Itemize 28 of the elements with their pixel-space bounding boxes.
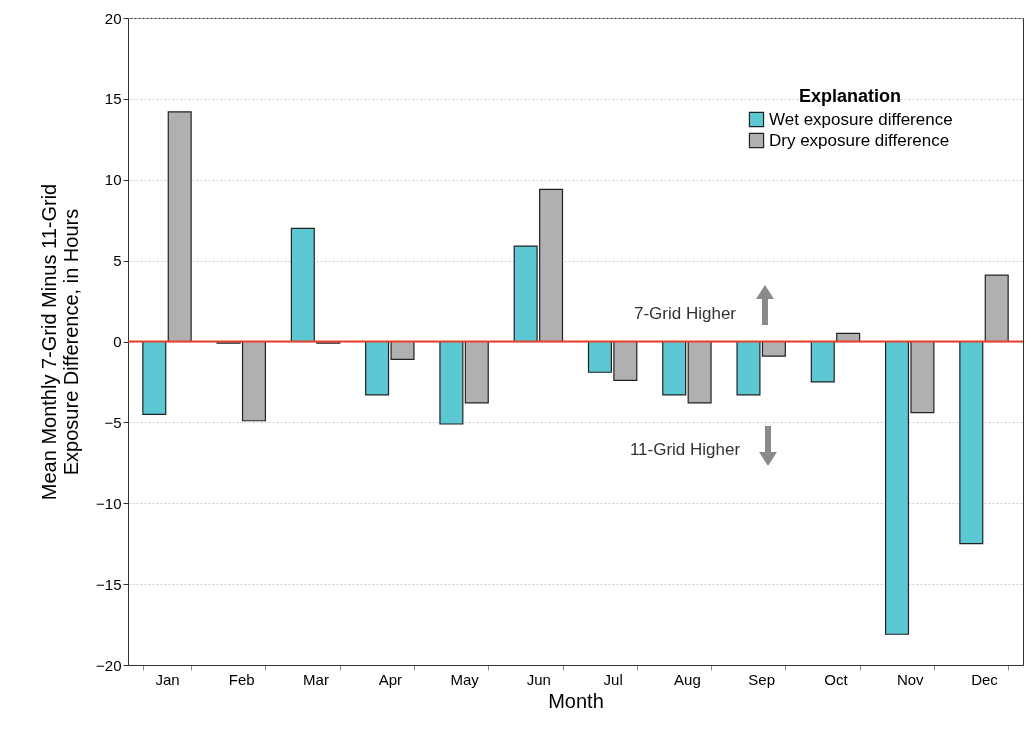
y-tick-label: −15	[96, 575, 122, 593]
y-tick-label: 10	[104, 171, 122, 189]
annotation: 11-Grid Higher	[629, 440, 741, 459]
y-tick-label: −10	[96, 494, 122, 512]
annotation: 7-Grid Higher	[633, 304, 737, 323]
x-tick-label: Mar	[303, 670, 329, 688]
x-tick-label: Jul	[603, 670, 623, 688]
x-tick-label: Oct	[824, 670, 849, 688]
x-tick-label: Dec	[971, 670, 999, 688]
legend-label: Wet exposure difference	[769, 109, 953, 129]
x-tick-label: Apr	[378, 670, 402, 688]
x-tick-label: Jun	[526, 670, 551, 688]
x-tick-label: Nov	[896, 670, 925, 688]
y-tick-label: −20	[96, 656, 122, 674]
x-tick-label: Feb	[228, 670, 255, 688]
y-axis-title: Mean Monthly 7-Grid Minus 11-Grid Exposure Difference, in Hours	[38, 183, 83, 501]
x-tick-label: Jan	[155, 670, 180, 688]
legend-label: Dry exposure difference	[769, 130, 950, 150]
x-axis-title: Month	[548, 689, 604, 712]
x-tick-label: May	[450, 670, 480, 688]
y-tick-label: 15	[104, 90, 122, 108]
legend-title: Explanation	[798, 86, 902, 106]
y-tick-label: 20	[104, 9, 122, 27]
y-tick-label: 5	[113, 252, 122, 270]
y-tick-label: −5	[104, 413, 122, 431]
x-tick-label: Sep	[748, 670, 776, 688]
x-tick-label: Aug	[674, 670, 701, 688]
y-tick-label: 0	[113, 333, 122, 350]
